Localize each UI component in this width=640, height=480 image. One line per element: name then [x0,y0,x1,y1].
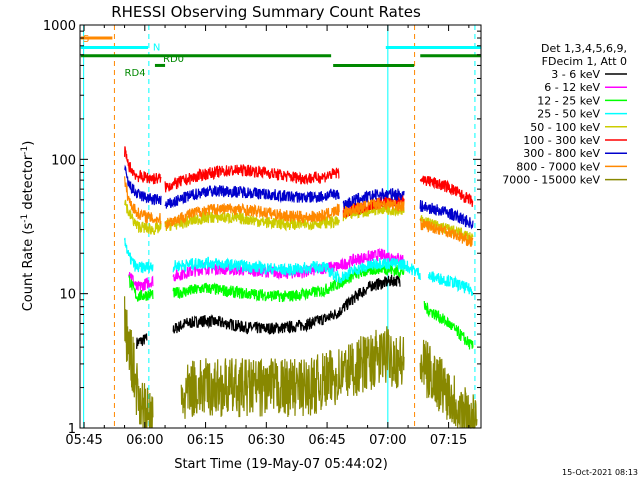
x-tick-label-5: 07:00 [369,433,406,448]
series-3-segment-1 [172,256,421,284]
series-5-segment-0 [124,146,162,185]
plot-frame [79,24,482,429]
series-8-segment-0 [124,296,154,429]
y-tick-label-0: 1 [68,422,76,437]
series-2-segment-1 [172,262,405,303]
x-tick-label-3: 06:30 [248,433,285,448]
series-6-segment-0 [124,164,162,206]
series-lines [124,146,478,429]
x-axis-label: Start Time (19-May-07 05:44:02) [174,457,388,472]
x-tick-label-6: 07:15 [430,433,467,448]
legend-label-5: 100 - 300 keV [523,134,600,147]
legend-label-2: 12 - 25 keV [537,94,600,107]
legend-label-8: 7000 - 15000 keV [502,174,600,187]
x-tick-label-0: 05:45 [65,433,102,448]
y-tick-label-1: 10 [59,288,76,303]
state-label-rd0: RD0 [163,54,184,65]
legend-label-1: 6 - 12 keV [544,81,600,94]
y-axis-label: Count Rate (s-1 detector-1) [20,141,36,312]
y-tick-label-2: 100 [51,153,76,168]
series-7-segment-1 [164,202,340,230]
axes: 05:45 06:00 06:15 06:30 06:45 07:00 07:15 1 10 10… [43,19,481,448]
legend-label-3: 25 - 50 keV [537,108,600,121]
legend-label-6: 300 - 800 keV [523,147,600,160]
x-tick-label-2: 06:15 [187,433,224,448]
series-3-segment-2 [427,271,474,297]
series-1-segment-0 [128,272,154,292]
legend-header-line-2: FDecim 1, Att 0 [542,55,627,68]
state-label-rd4: RD4 [125,68,146,79]
state-label-saa: S [83,34,89,45]
legend-label-7: 800 - 7000 keV [516,160,600,173]
series-0-segment-0 [136,333,148,349]
series-4-segment-2 [342,202,405,222]
timestamp: 15-Oct-2021 08:13 [562,468,638,477]
series-8-segment-2 [419,339,478,429]
series-7-segment-3 [419,218,474,247]
legend-label-4: 50 - 100 keV [530,121,600,134]
series-6-segment-3 [419,199,474,230]
series-8-segment-1 [180,326,405,419]
series-3-segment-0 [124,237,154,275]
chart-title: RHESSI Observing Summary Count Rates [111,3,421,21]
legend-label-0: 3 - 6 keV [551,68,600,81]
x-tick-label-4: 06:45 [308,433,345,448]
series-0-segment-1 [172,274,401,335]
series-2-segment-0 [128,274,154,302]
state-label-night: N [153,43,160,54]
series-6-segment-2 [342,188,405,211]
x-tick-label-1: 06:00 [126,433,163,448]
series-2-segment-2 [423,300,474,350]
series-6-segment-1 [164,185,340,209]
y-tick-label-3: 1000 [43,19,76,34]
legend: Det 1,3,4,5,6,9, FDecim 1, Att 0 3 - 6 k… [502,42,627,187]
series-4-segment-3 [419,215,474,243]
legend-header-line-1: Det 1,3,4,5,6,9, [541,42,627,55]
series-5-segment-1 [164,164,340,193]
series-4-segment-0 [124,199,162,236]
series-7-segment-0 [124,176,162,225]
series-7-segment-2 [342,197,405,218]
series-5-segment-3 [419,175,474,207]
